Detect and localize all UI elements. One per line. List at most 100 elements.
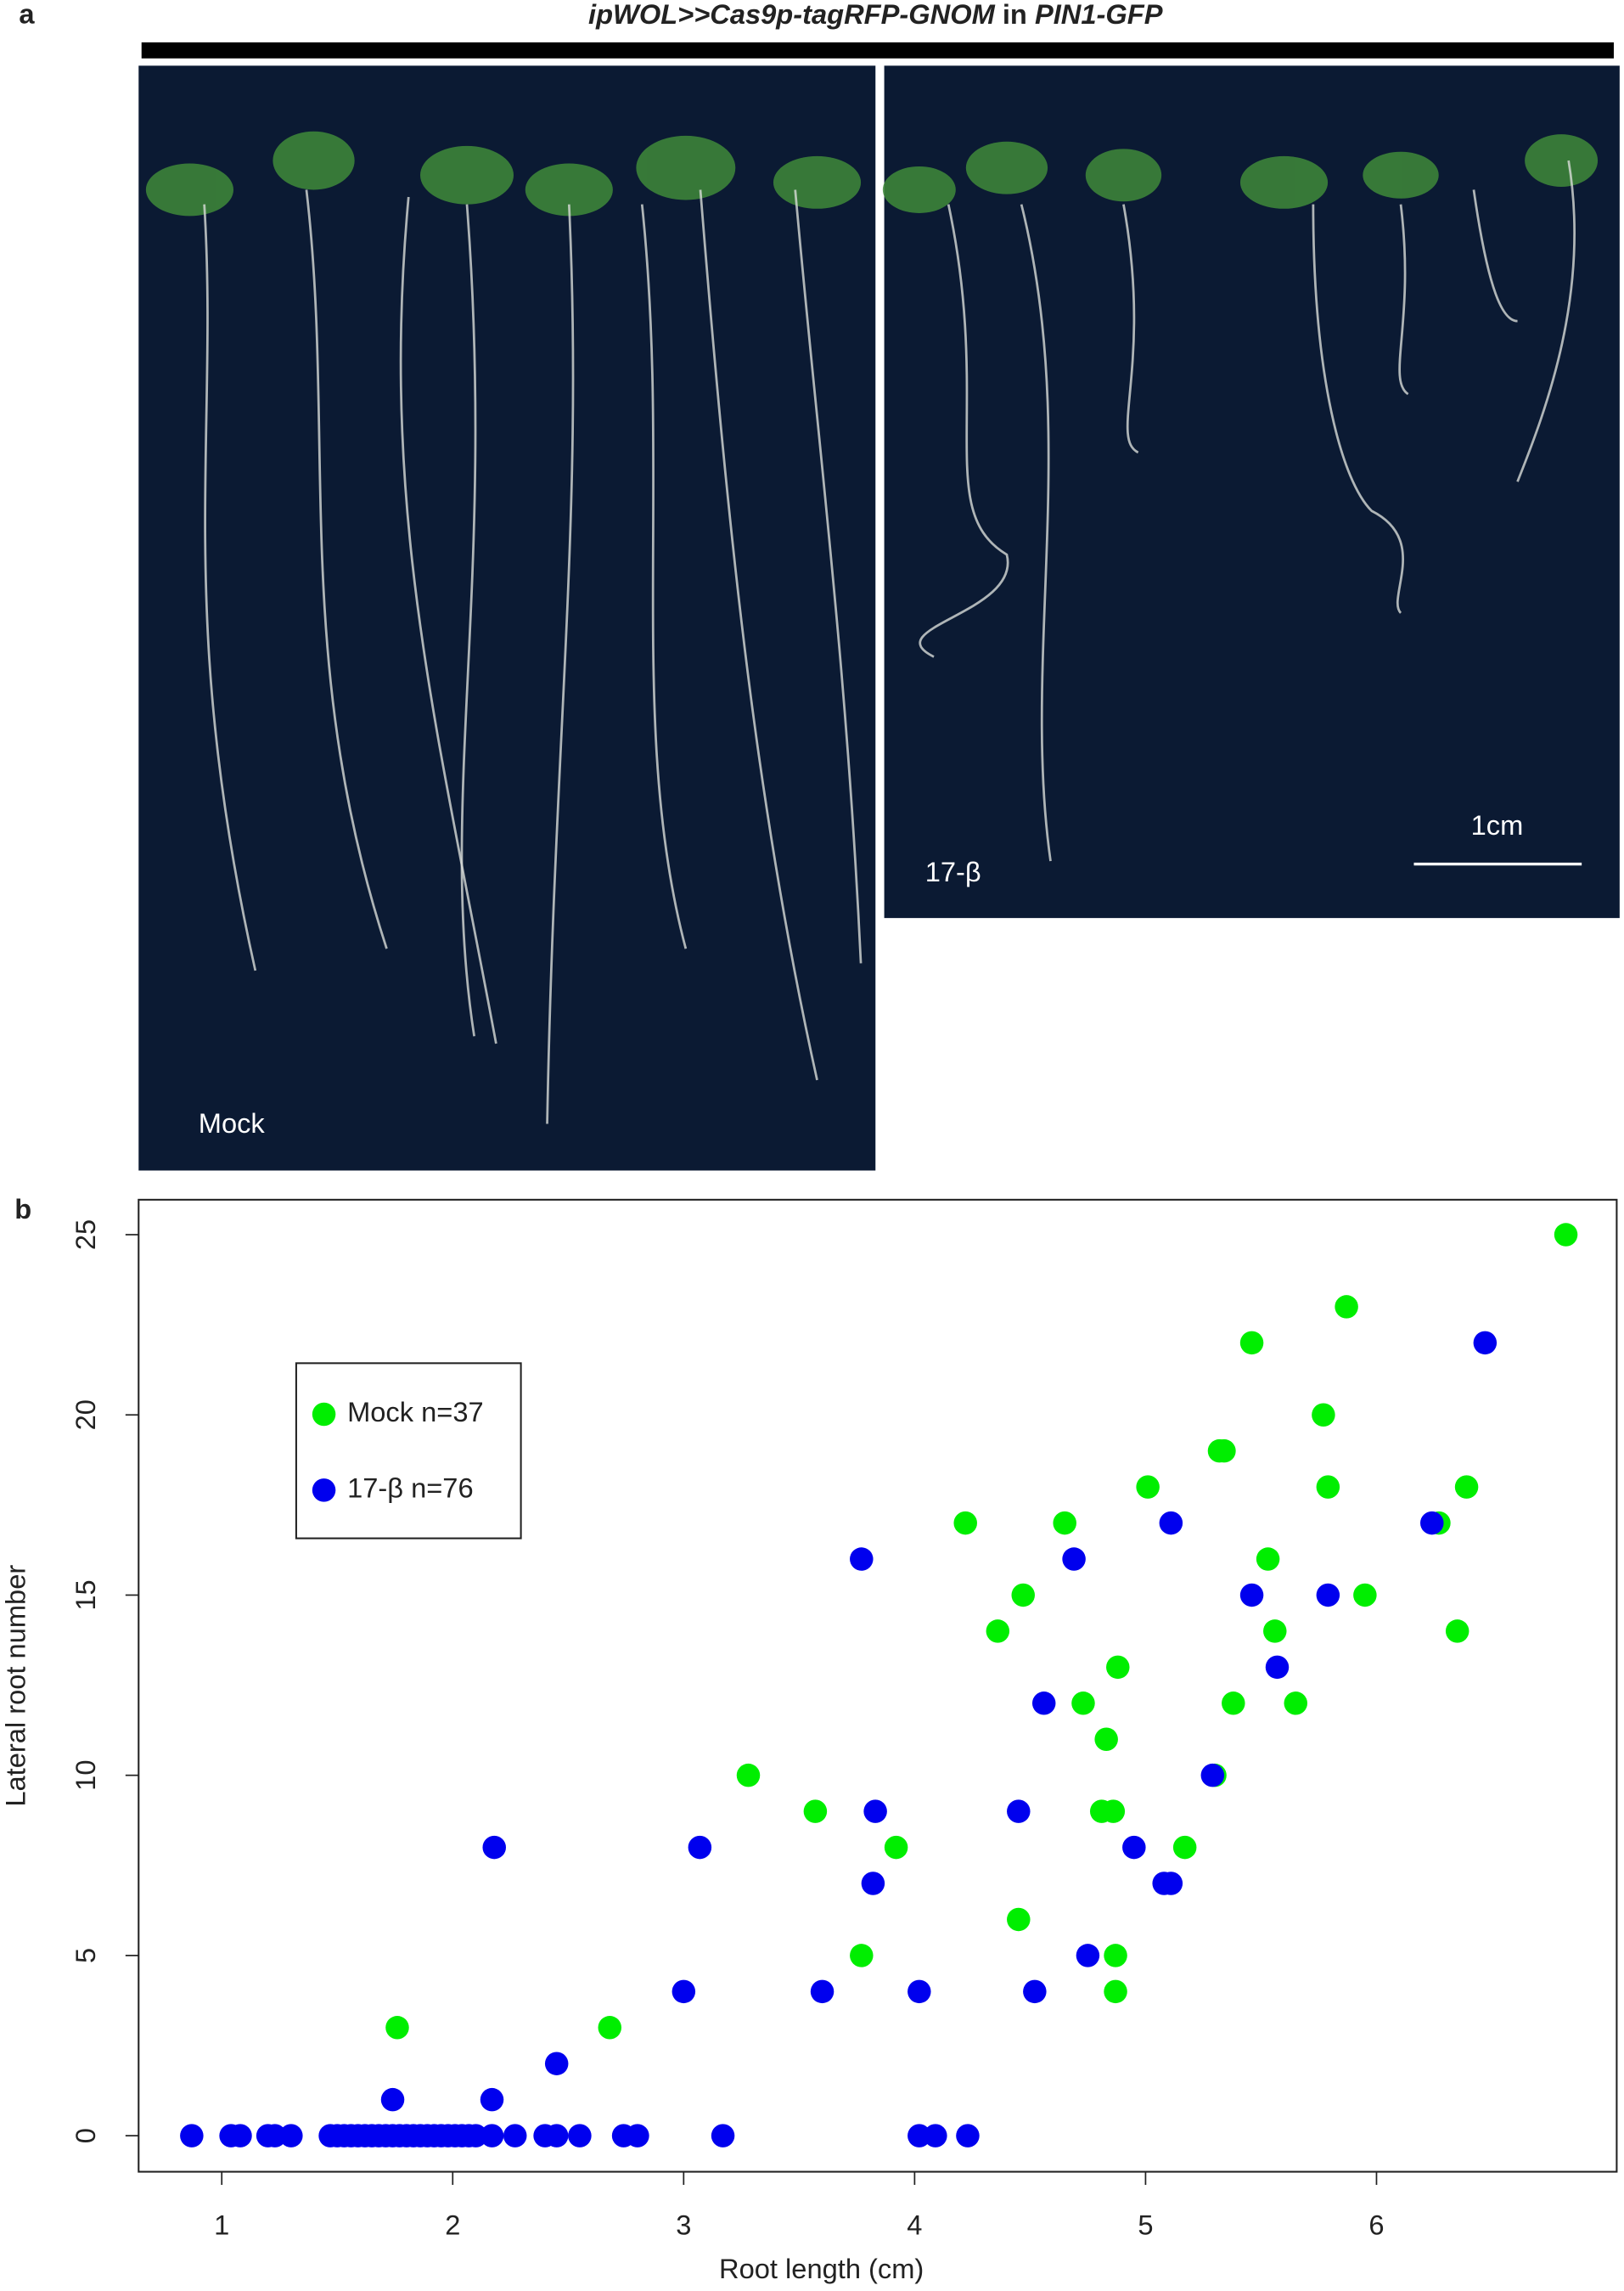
- point: [228, 2124, 252, 2147]
- y-tick-label: 10: [70, 1760, 101, 1791]
- point: [1104, 1979, 1127, 2004]
- point: [263, 2124, 287, 2147]
- x-axis-label: Root length (cm): [719, 2253, 924, 2284]
- point: [1207, 1438, 1232, 1463]
- point: [1159, 1872, 1183, 1895]
- point: [1101, 1799, 1126, 1823]
- x-tick-label: 5: [1138, 2209, 1153, 2240]
- panel-label: a: [19, 0, 35, 30]
- point: [1316, 1475, 1340, 1499]
- legend-marker: [312, 1402, 336, 1427]
- point: [953, 1511, 977, 1535]
- point: [1335, 1295, 1358, 1319]
- point: [803, 1799, 828, 1823]
- scale-bar-label: 1cm: [1471, 809, 1524, 841]
- point: [1031, 1692, 1056, 1715]
- y-tick-label: 0: [70, 2128, 101, 2143]
- point: [1104, 1944, 1127, 1967]
- photo-label: Mock: [199, 1107, 266, 1139]
- point: [1071, 1692, 1095, 1715]
- point: [1159, 1511, 1183, 1535]
- point: [180, 2124, 204, 2147]
- photo-treated: [882, 65, 1620, 919]
- point: [1122, 1835, 1146, 1860]
- title-part: in: [1003, 0, 1027, 30]
- point: [850, 1944, 874, 1967]
- x-tick-label: 2: [445, 2209, 460, 2240]
- point: [1200, 1763, 1225, 1787]
- point: [1094, 1727, 1118, 1751]
- point: [1007, 1907, 1031, 1932]
- point: [482, 1835, 506, 1860]
- point: [688, 1835, 712, 1860]
- legend-marker: [312, 1478, 336, 1502]
- point: [1284, 1692, 1308, 1715]
- point: [544, 2124, 569, 2147]
- point: [1256, 1547, 1280, 1571]
- y-tick-label: 25: [70, 1219, 101, 1250]
- point: [908, 2124, 931, 2147]
- point: [1312, 1403, 1335, 1427]
- point: [1007, 1799, 1031, 1823]
- point: [1239, 1331, 1264, 1355]
- legend-label: 17-β n=76: [347, 1472, 474, 1504]
- x-tick-label: 1: [214, 2209, 229, 2240]
- y-tick-label: 20: [70, 1399, 101, 1430]
- point: [544, 2052, 569, 2075]
- point: [1076, 1944, 1100, 1967]
- point: [1454, 1475, 1479, 1499]
- point: [1053, 1511, 1076, 1535]
- point: [480, 2124, 504, 2147]
- title-part: PIN1-GFP: [1035, 0, 1163, 30]
- point: [1265, 1655, 1290, 1680]
- point: [279, 2124, 303, 2147]
- point: [1172, 1835, 1197, 1860]
- point: [1473, 1331, 1498, 1355]
- point: [503, 2124, 527, 2147]
- point: [1136, 1475, 1160, 1499]
- point: [380, 2087, 405, 2112]
- point: [1222, 1692, 1245, 1715]
- y-axis-label: Lateral root number: [0, 1565, 31, 1807]
- point: [986, 1619, 1010, 1643]
- point: [1445, 1619, 1469, 1643]
- point: [385, 2016, 409, 2040]
- point: [1420, 1511, 1444, 1535]
- point: [568, 2124, 592, 2147]
- x-tick-label: 6: [1368, 2209, 1384, 2240]
- photo-label: 17-β: [925, 856, 981, 887]
- panel-title: ipWOL>>Cas9p-tagRFP-GNOM in PIN1-GFP: [588, 0, 1163, 30]
- y-tick-label: 5: [70, 1948, 101, 1963]
- point: [480, 2087, 504, 2112]
- point: [626, 2124, 649, 2147]
- point: [1353, 1583, 1377, 1607]
- title-bar: [141, 42, 1614, 59]
- legend-box: [295, 1362, 522, 1540]
- panel-label: b: [14, 1193, 31, 1224]
- point: [1011, 1583, 1035, 1607]
- point: [884, 1835, 908, 1860]
- title-part: ipWOL>>Cas9p-tagRFP-GNOM: [588, 0, 996, 30]
- point: [1554, 1223, 1578, 1247]
- point: [863, 1799, 887, 1823]
- x-tick-label: 3: [676, 2209, 691, 2240]
- point: [1263, 1619, 1287, 1643]
- point: [1239, 1583, 1264, 1607]
- point: [464, 2124, 488, 2147]
- photo-mock: [138, 65, 876, 1171]
- plot-frame: [138, 1198, 1618, 2173]
- point: [810, 1979, 834, 2004]
- point: [850, 1547, 874, 1571]
- point: [672, 1979, 696, 2004]
- point: [861, 1872, 885, 1895]
- y-tick-label: 15: [70, 1579, 101, 1610]
- point: [908, 1979, 931, 2004]
- legend-label: Mock n=37: [347, 1396, 484, 1427]
- point: [736, 1763, 761, 1787]
- point: [956, 2124, 980, 2147]
- point: [598, 2016, 622, 2040]
- point: [711, 2124, 735, 2147]
- point: [1106, 1655, 1130, 1680]
- x-tick-label: 4: [907, 2209, 922, 2240]
